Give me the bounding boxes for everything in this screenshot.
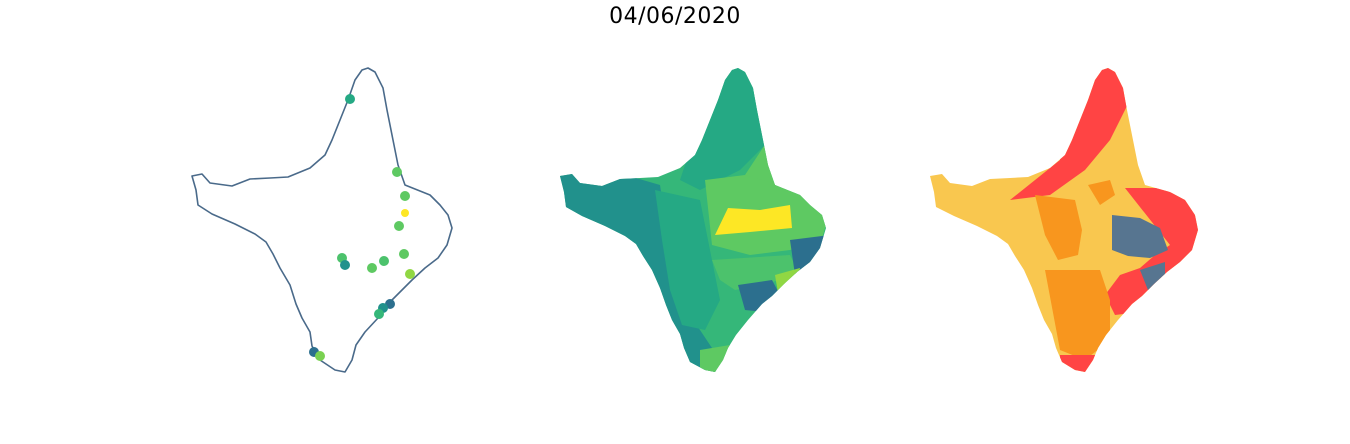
station-point: [405, 269, 415, 279]
state-outline: [191, 67, 453, 373]
station-point: [315, 351, 325, 361]
station-point: [392, 167, 402, 177]
station-point: [340, 260, 350, 270]
station-point: [345, 94, 355, 104]
region-south-tip: [1060, 355, 1100, 372]
region-south: [1045, 270, 1110, 360]
region-central-north: [1088, 180, 1115, 205]
station-point: [399, 249, 409, 259]
station-point: [374, 309, 384, 319]
station-point: [394, 221, 404, 231]
region-south-tip: [700, 345, 740, 372]
risk-choropleth-map: [930, 68, 1198, 372]
station-points-map: [191, 67, 453, 373]
region-west-central: [1035, 195, 1082, 260]
region-mid-east: [712, 255, 800, 290]
station-points: [309, 94, 415, 361]
map-date-title: 04/06/2020: [609, 4, 741, 29]
region-east-coast: [1105, 188, 1198, 315]
region-west-central: [655, 190, 720, 330]
station-point: [400, 191, 410, 201]
station-point: [367, 263, 377, 273]
station-point: [401, 209, 409, 217]
region-central-slate: [1112, 215, 1168, 258]
station-point: [379, 256, 389, 266]
region-southeast: [738, 280, 780, 312]
viridis-choropleth-map: [560, 68, 826, 372]
region-central-yellow: [715, 205, 792, 235]
region-east-coast: [790, 235, 826, 275]
